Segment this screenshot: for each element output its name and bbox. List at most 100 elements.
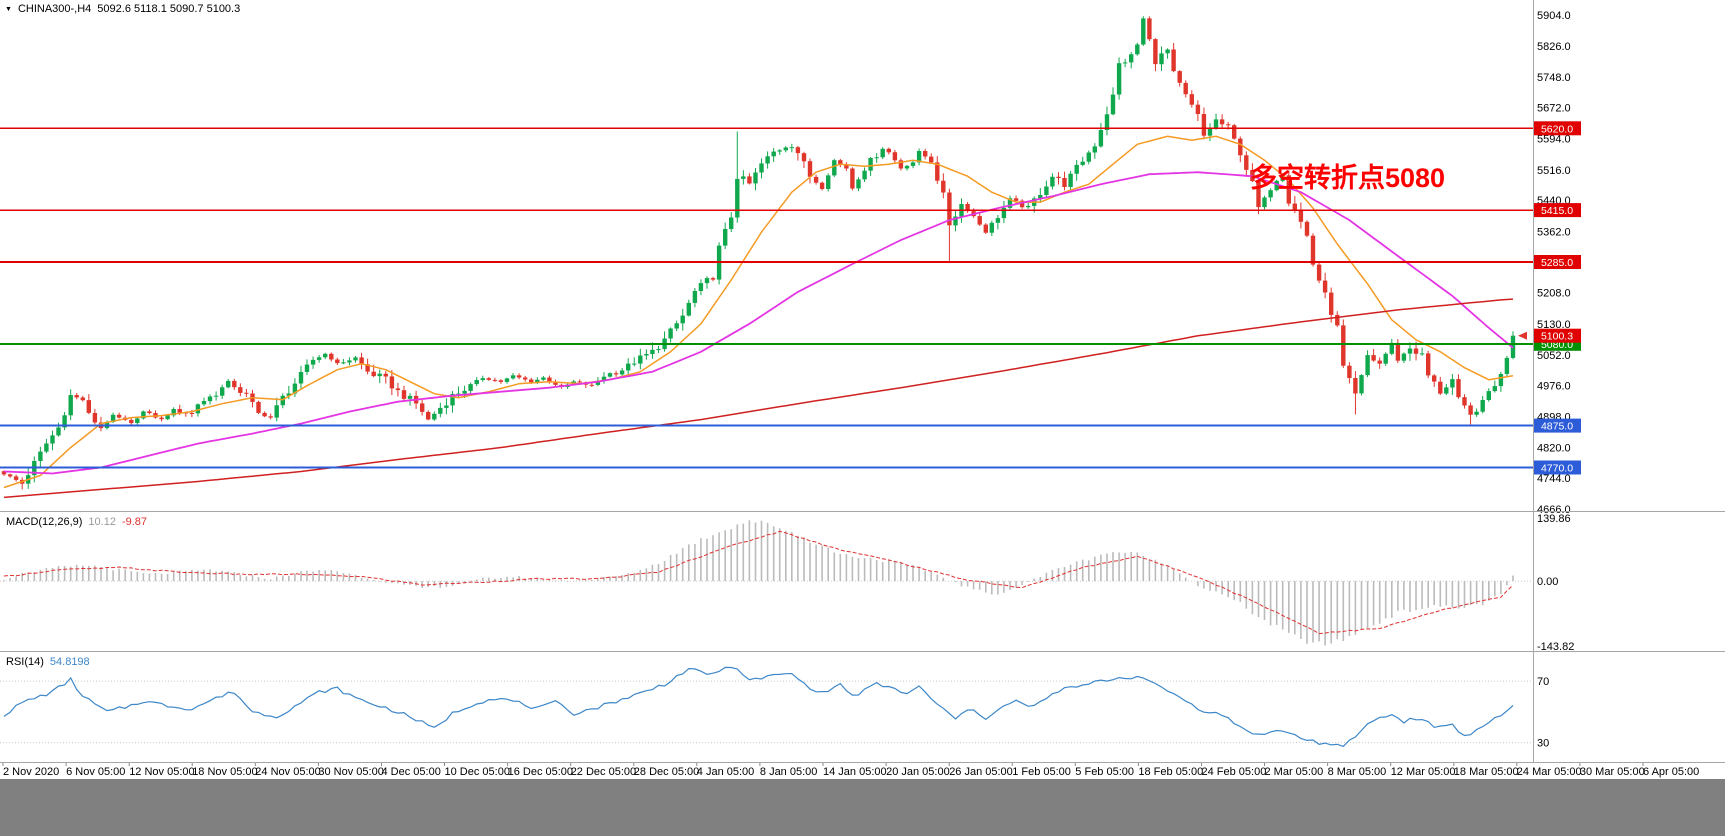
candle-down <box>147 411 152 414</box>
candle-up <box>456 393 461 395</box>
candle-down <box>838 160 843 165</box>
candle-up <box>438 407 443 414</box>
price-tick-label: 4666.0 <box>1537 504 1571 516</box>
candle-down <box>1292 203 1297 210</box>
time-label: 18 Mar 05:00 <box>1454 766 1519 778</box>
candle-up <box>165 415 170 420</box>
candle-up <box>286 393 291 396</box>
candle-up <box>310 359 316 365</box>
ma-mid-magenta-line <box>3 171 1514 475</box>
candle-down <box>92 413 98 423</box>
macd-signal-line <box>3 530 1514 635</box>
candle-up <box>686 302 691 316</box>
candle-up <box>771 151 776 157</box>
candle-down <box>244 392 249 394</box>
candle-up <box>480 378 485 380</box>
candle-up <box>1110 94 1116 115</box>
candle-up <box>274 405 279 418</box>
candle-up <box>1450 379 1455 388</box>
candle-down <box>1298 210 1304 222</box>
chart-canvas[interactable]: 5904.05826.05748.05672.05594.05516.05440… <box>0 0 1725 779</box>
bottom-bar <box>0 779 1725 836</box>
time-label: 6 Nov 05:00 <box>66 766 125 778</box>
candle-up <box>832 160 837 176</box>
macd-header: MACD(12,26,9) 10.12 -9.87 <box>6 516 147 528</box>
price-scale[interactable]: 5904.05826.05748.05672.05594.05516.05440… <box>1533 0 1582 762</box>
time-label: 26 Jan 05:00 <box>949 766 1013 778</box>
candle-up <box>1486 391 1491 400</box>
candle-down <box>1432 375 1437 382</box>
candle-down <box>710 278 716 280</box>
price-tick-label: 4820.0 <box>1537 443 1571 455</box>
candle-down <box>801 153 807 162</box>
candle-down <box>1413 348 1419 354</box>
candle-up <box>1074 164 1079 174</box>
candle-down <box>1013 198 1019 201</box>
svg-text:4770.0: 4770.0 <box>1541 463 1573 475</box>
candle-down <box>1353 378 1358 394</box>
candle-down <box>256 401 261 413</box>
candle-up <box>862 170 867 180</box>
candle-down <box>529 379 534 383</box>
candle-up <box>777 150 782 152</box>
candle-up <box>56 427 61 436</box>
candle-down <box>1201 114 1207 136</box>
candle-down <box>1232 125 1237 139</box>
candle-down <box>383 373 388 377</box>
candle-down <box>365 364 370 372</box>
candle-down <box>850 168 855 189</box>
macd-name: MACD(12,26,9) <box>6 516 83 528</box>
candle-down <box>892 152 898 161</box>
dropdown-arrow-icon[interactable]: ▼ <box>5 5 12 13</box>
candle-down <box>886 148 891 153</box>
time-label: 24 Nov 05:00 <box>255 766 320 778</box>
candle-up <box>674 323 679 329</box>
candle-down <box>1256 181 1261 208</box>
candle-up <box>995 218 1001 223</box>
candle-down <box>74 395 79 398</box>
time-label: 30 Nov 05:00 <box>318 766 383 778</box>
time-label: 22 Dec 05:00 <box>571 766 636 778</box>
candle-down <box>159 417 164 420</box>
rsi-panel[interactable]: 70 30 <box>0 666 1549 750</box>
candles-layer <box>1 16 1516 490</box>
candle-up <box>207 396 213 402</box>
candle-down <box>613 373 619 375</box>
svg-text:5100.3: 5100.3 <box>1541 331 1573 343</box>
candle-up <box>201 401 207 405</box>
candle-down <box>1322 280 1328 293</box>
candle-up <box>213 395 219 397</box>
candle-down <box>1341 325 1346 366</box>
candle-up <box>462 390 467 394</box>
candle-up <box>1116 63 1122 95</box>
candle-up <box>316 357 322 360</box>
candle-down <box>1147 18 1152 40</box>
candle-down <box>232 380 237 388</box>
candle-up <box>1498 374 1504 387</box>
candle-down <box>929 156 934 163</box>
price-tag: 5285.0 <box>1534 255 1581 269</box>
price-panel[interactable] <box>0 16 1533 499</box>
candle-up <box>474 380 479 385</box>
candle-up <box>38 451 43 461</box>
candle-down <box>1426 353 1431 376</box>
candle-up <box>783 147 788 151</box>
candle-down <box>1310 235 1316 265</box>
macd-panel[interactable]: 139.86 0.00 -143.82 <box>0 513 1574 653</box>
candle-down <box>1371 355 1376 361</box>
candle-down <box>86 400 91 413</box>
candle-up <box>1098 130 1104 147</box>
candle-down <box>1189 94 1194 105</box>
candle-down <box>1062 178 1067 187</box>
candle-down <box>965 204 970 212</box>
macd-tick-label: 139.86 <box>1537 513 1571 525</box>
price-tick-label: 4744.0 <box>1537 473 1571 485</box>
candle-up <box>1122 62 1128 64</box>
annotation-text[interactable]: 多空转折点5080 <box>1250 163 1446 193</box>
candle-up <box>1038 195 1043 199</box>
candle-up <box>292 383 298 394</box>
candle-down <box>947 192 952 226</box>
candle-up <box>753 172 758 184</box>
candle-up <box>1207 129 1213 136</box>
